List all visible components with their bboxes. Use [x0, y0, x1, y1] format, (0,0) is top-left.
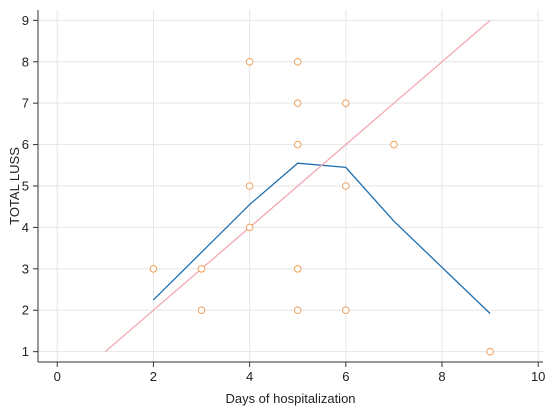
data-point	[293, 265, 302, 273]
y-tick-label: 4	[22, 220, 29, 235]
y-tick-label: 3	[22, 261, 29, 276]
y-tick-label: 1	[22, 344, 29, 359]
data-point	[197, 265, 206, 273]
data-point	[342, 306, 350, 315]
data-point	[390, 140, 398, 149]
x-axis-title: Days of hospitalization	[225, 391, 355, 406]
series-layer	[104, 19, 494, 356]
data-point	[342, 99, 350, 107]
y-tick-label: 8	[22, 54, 29, 69]
y-tick-label: 9	[22, 13, 29, 28]
series-line-1	[104, 19, 491, 353]
data-point	[245, 57, 254, 66]
y-tick-label: 5	[22, 179, 29, 194]
x-tick-label: 8	[438, 369, 445, 384]
y-tick-label: 2	[22, 303, 29, 318]
x-tick-label: 0	[54, 369, 61, 384]
data-point	[245, 223, 254, 232]
x-tick-label: 4	[246, 369, 253, 384]
x-tick-label: 2	[150, 369, 157, 384]
data-point	[149, 265, 158, 273]
data-point	[293, 306, 302, 315]
data-point	[342, 182, 350, 190]
y-axis-title: TOTAL LUSS	[7, 147, 22, 225]
data-point	[245, 182, 254, 190]
data-point	[486, 347, 494, 356]
y-tick-label: 6	[22, 137, 29, 152]
x-tick-label: 10	[531, 369, 545, 384]
y-tick-label: 7	[22, 96, 29, 111]
x-tick-label: 6	[342, 369, 349, 384]
data-point	[293, 99, 302, 107]
data-point	[293, 57, 302, 66]
series-line-0	[152, 162, 491, 314]
data-point	[197, 306, 206, 315]
grid	[38, 10, 543, 362]
data-point	[293, 140, 302, 149]
